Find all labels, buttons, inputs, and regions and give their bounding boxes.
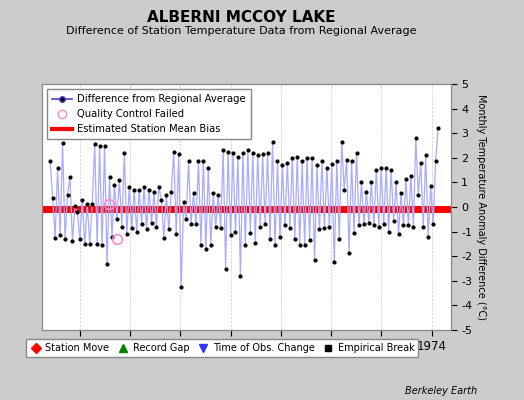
Text: Difference of Station Temperature Data from Regional Average: Difference of Station Temperature Data f…: [66, 26, 416, 36]
Text: ALBERNI MCCOY LAKE: ALBERNI MCCOY LAKE: [147, 10, 335, 25]
Legend: Difference from Regional Average, Quality Control Failed, Estimated Station Mean: Difference from Regional Average, Qualit…: [47, 89, 250, 139]
Text: Berkeley Earth: Berkeley Earth: [405, 386, 477, 396]
Legend: Station Move, Record Gap, Time of Obs. Change, Empirical Break: Station Move, Record Gap, Time of Obs. C…: [26, 339, 418, 357]
Y-axis label: Monthly Temperature Anomaly Difference (°C): Monthly Temperature Anomaly Difference (…: [476, 94, 486, 320]
